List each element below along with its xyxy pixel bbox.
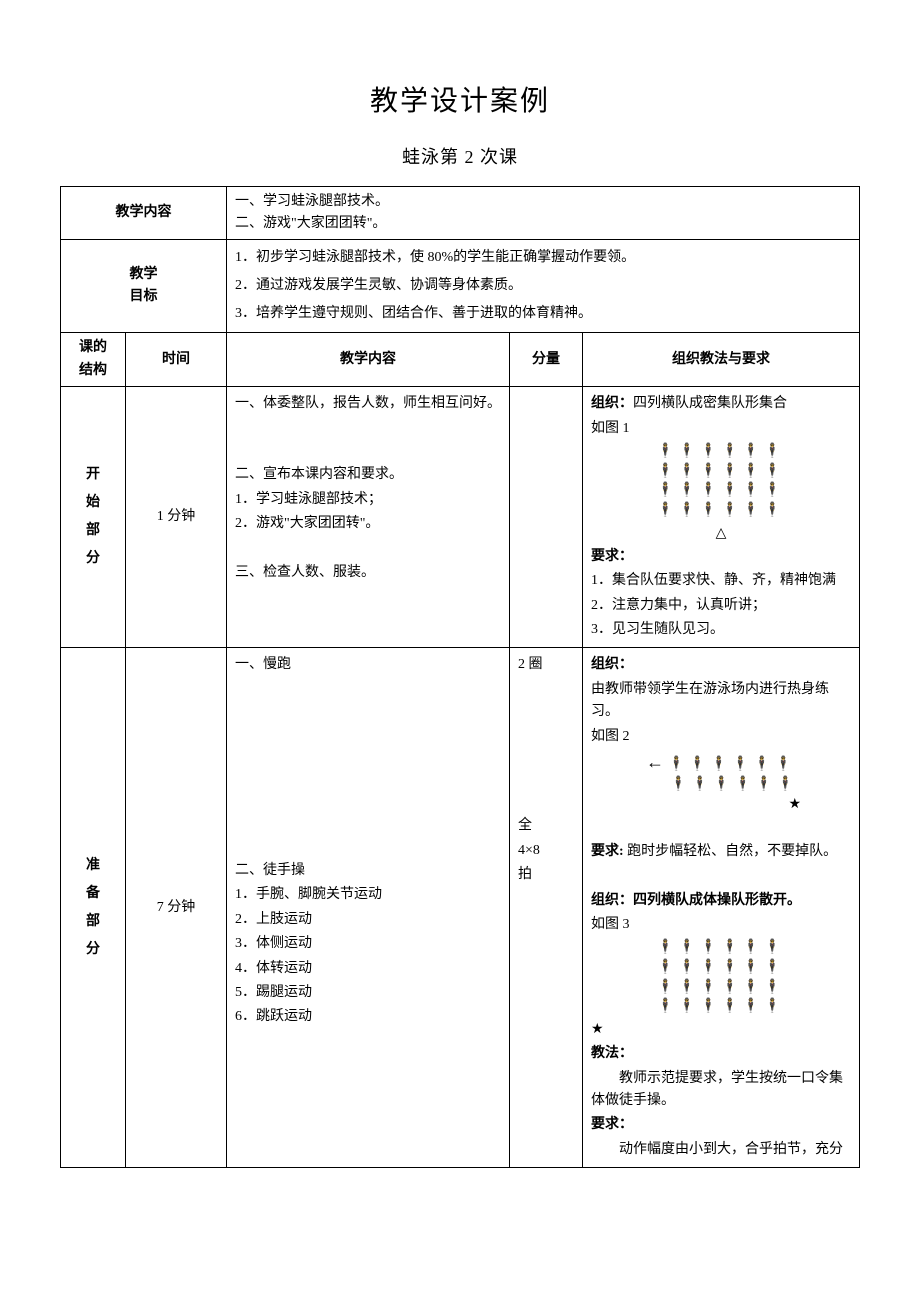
row-content-text: 一、学习蛙泳腿部技术。 二、游戏"大家团团转"。 [227,186,860,240]
sec1-content: 一、体委整队，报告人数，师生相互问好。 二、宣布本课内容和要求。 1．学习蛙泳腿… [227,387,510,648]
sec2-amount: 2 圈 全 4×8 拍 [510,648,583,1168]
sec2-content: 一、慢跑 二、徒手操 1．手腕、脚腕关节运动 2．上肢运动 3．体侧运动 4．体… [227,648,510,1168]
sec1-time: 1 分钟 [126,387,227,648]
sec2-label: 准 备 部 分 [61,648,126,1168]
row-goal-text: 1．初步学习蛙泳腿部技术，使 80%的学生能正确掌握动作要领。 2．通过游戏发展… [227,240,860,333]
col-time: 时间 [126,333,227,387]
sec1-label: 开 始 部 分 [61,387,126,648]
doc-title: 教学设计案例 [60,80,860,125]
doc-subtitle: 蛙泳第 2 次课 [60,143,860,172]
sec1-method: 组织：四列横队成密集队形集合 如图 1 🕴🕴🕴🕴🕴🕴 🕴🕴🕴🕴🕴🕴 🕴🕴🕴🕴🕴🕴… [583,387,860,648]
col-content: 教学内容 [227,333,510,387]
sec2-time: 7 分钟 [126,648,227,1168]
col-amount: 分量 [510,333,583,387]
sec2-method: 组织： 由教师带领学生在游泳场内进行热身练习。 如图 2 ← 🕴🕴🕴🕴🕴🕴 🕴🕴… [583,648,860,1168]
col-struct: 课的 结构 [61,333,126,387]
figure-1: 🕴🕴🕴🕴🕴🕴 🕴🕴🕴🕴🕴🕴 🕴🕴🕴🕴🕴🕴 🕴🕴🕴🕴🕴🕴 △ [591,442,851,544]
sec1-amount [510,387,583,648]
figure-3: 🕴🕴🕴🕴🕴🕴 🕴🕴🕴🕴🕴🕴 🕴🕴🕴🕴🕴🕴 🕴🕴🕴🕴🕴🕴 [591,938,851,1016]
lesson-table: 教学内容 一、学习蛙泳腿部技术。 二、游戏"大家团团转"。 教学 目标 1．初步… [60,186,860,1168]
figure-2: ← 🕴🕴🕴🕴🕴🕴 🕴🕴🕴🕴🕴🕴 ★ [591,750,851,814]
col-method: 组织教法与要求 [583,333,860,387]
row-content-label: 教学内容 [61,186,227,240]
row-goal-label: 教学 目标 [61,240,227,333]
